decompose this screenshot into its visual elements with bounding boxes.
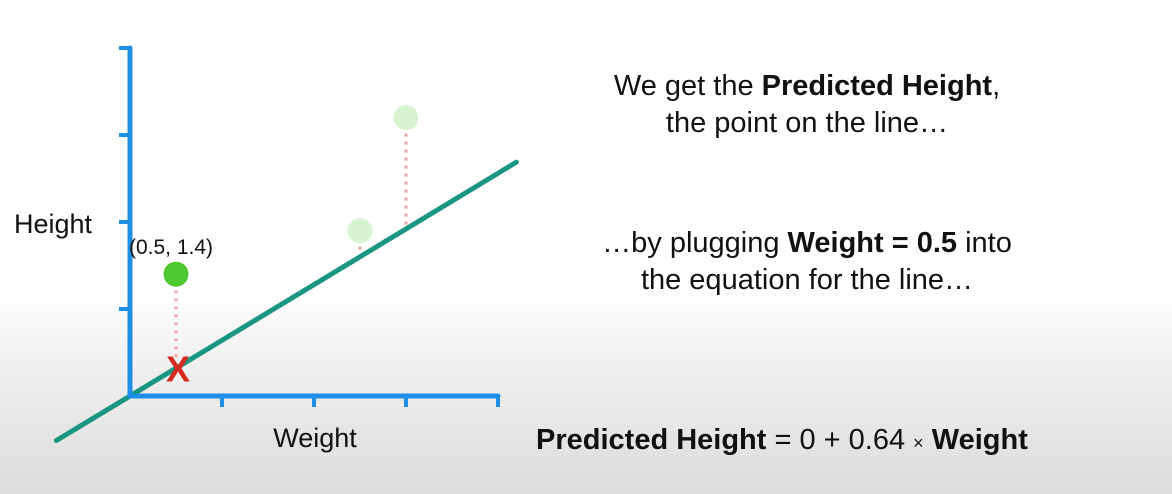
equation-bold-term: Predicted Height bbox=[536, 424, 767, 456]
explanation-text: , the point on the line… bbox=[665, 70, 1001, 139]
explanation-text: …by plugging bbox=[602, 227, 788, 259]
predicted-height-explanation: We get the Predicted Height, the point o… bbox=[590, 68, 1024, 142]
x-axis-label: Weight bbox=[273, 423, 357, 453]
point-coordinate-label: (0.5, 1.4) bbox=[129, 236, 213, 259]
axes bbox=[119, 45, 501, 407]
line-equation: Predicted Height = 0 + 0.64 × Weight bbox=[536, 424, 1096, 457]
highlighted-data-point bbox=[163, 261, 189, 287]
explanation-bold: Weight = 0.5 bbox=[787, 227, 958, 259]
predicted-point-marker: X bbox=[166, 349, 190, 390]
multiply-sign: × bbox=[913, 433, 924, 453]
axis-ticks bbox=[119, 46, 500, 407]
data-points bbox=[163, 105, 419, 287]
regression-line bbox=[53, 159, 519, 444]
equation-bold-term: Weight bbox=[923, 424, 1028, 456]
equation-middle: = 0 + 0.64 bbox=[766, 424, 914, 456]
y-axis-label: Height bbox=[14, 209, 93, 239]
explanation-bold: Predicted Height bbox=[761, 70, 993, 102]
explanation-text: We get the bbox=[613, 70, 762, 102]
residual-lines bbox=[174, 117, 408, 369]
explanation-text: into the equation for the line… bbox=[640, 227, 1012, 296]
data-point bbox=[393, 105, 419, 131]
scatter-plot: X (0.5, 1.4) Height Weight bbox=[14, 45, 519, 453]
plugging-weight-explanation: …by plugging Weight = 0.5 into the equat… bbox=[590, 225, 1024, 299]
data-point bbox=[347, 218, 373, 244]
